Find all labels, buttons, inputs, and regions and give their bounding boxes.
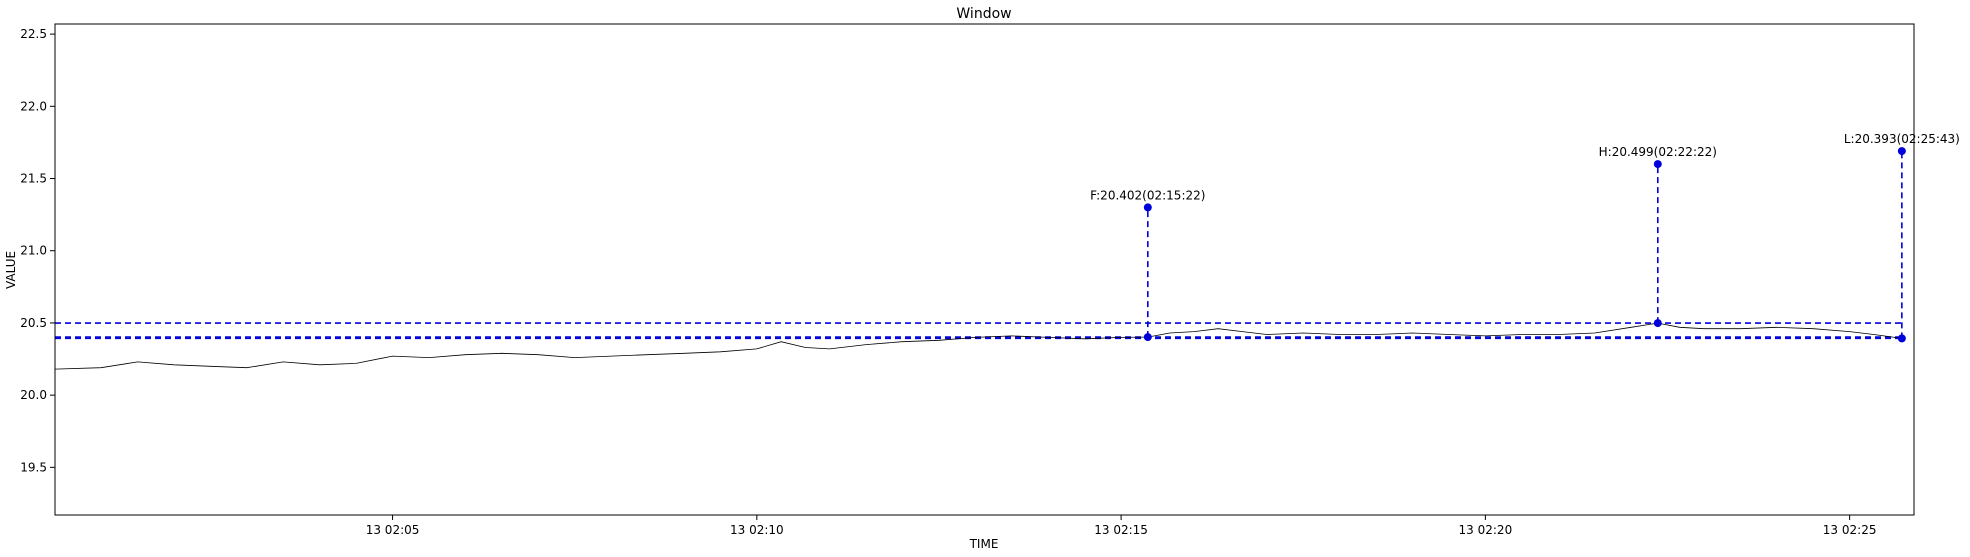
- y-tick-label: 20.5: [20, 316, 47, 330]
- marker-annotations: F:20.402(02:15:22) H:20.499(02:22:22) L:20…: [1090, 132, 1960, 202]
- marker-point: [1143, 333, 1152, 342]
- marker-annotation: F:20.402(02:15:22): [1090, 188, 1205, 202]
- series-group: [54, 322, 1902, 370]
- marker-top-point: [1143, 203, 1152, 212]
- x-tick-label: 13 02:10: [730, 523, 784, 537]
- marker-annotation: H:20.499(02:22:22): [1599, 145, 1717, 159]
- x-tick-label: 13 02:20: [1459, 523, 1513, 537]
- x-tick-label: 13 02:15: [1094, 523, 1148, 537]
- y-axis-title: VALUE: [4, 251, 18, 289]
- series-line: [54, 322, 1902, 370]
- x-axis-ticks: 13 02:05 13 02:10 13 02:15 13 02:20 13 02:25: [366, 515, 1877, 537]
- x-tick-label: 13 02:25: [1823, 523, 1877, 537]
- marker-point: [1897, 334, 1906, 343]
- y-tick-label: 20.0: [20, 388, 47, 402]
- marker-top-point: [1653, 160, 1662, 169]
- chart-title: Window: [956, 6, 1011, 22]
- x-tick-label: 13 02:05: [366, 523, 420, 537]
- marker-stems: [1147, 151, 1903, 339]
- marker-points: [1143, 147, 1906, 343]
- marker-top-point: [1897, 147, 1906, 156]
- y-axis-ticks: 19.5 20.0 20.5 21.0 21.5 22.0 22.5: [20, 27, 55, 474]
- marker-annotation: L:20.393(02:25:43): [1844, 132, 1960, 146]
- plot-frame: [54, 23, 1915, 516]
- reference-lines: [55, 322, 1902, 340]
- y-tick-label: 21.5: [20, 172, 47, 186]
- x-axis-title: TIME: [969, 537, 999, 551]
- y-tick-label: 21.0: [20, 244, 47, 258]
- marker-point: [1653, 319, 1662, 328]
- y-tick-label: 22.5: [20, 27, 47, 41]
- y-tick-label: 22.0: [20, 99, 47, 113]
- y-tick-label: 19.5: [20, 460, 47, 474]
